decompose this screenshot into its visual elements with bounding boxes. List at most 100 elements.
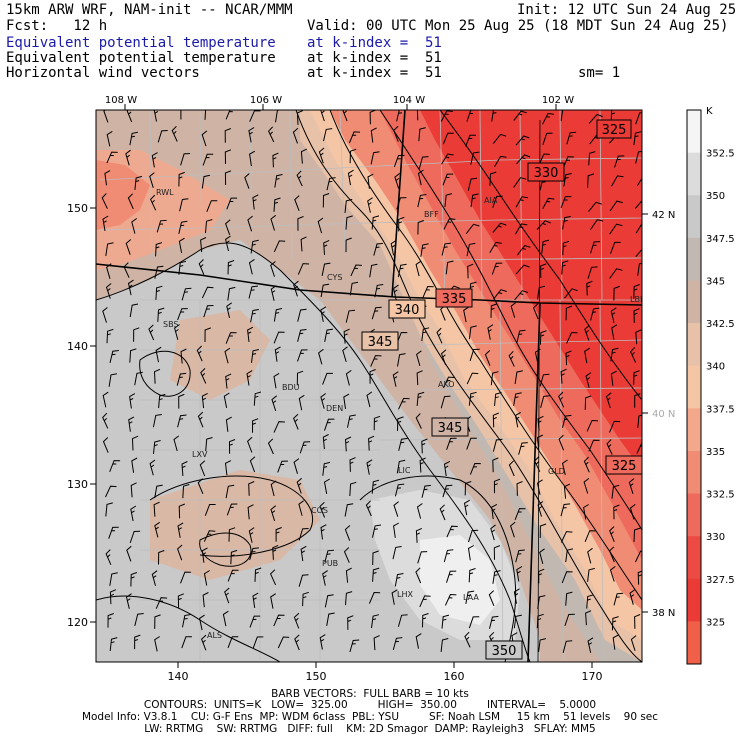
wind-barb xyxy=(491,262,503,275)
wind-barb xyxy=(155,242,163,257)
wind-barb xyxy=(267,438,274,455)
wind-barb xyxy=(394,573,404,587)
lat-label-42n: 42 N xyxy=(652,210,675,221)
wind-barb xyxy=(398,397,410,410)
wind-barb xyxy=(275,527,282,542)
axis-ticks xyxy=(90,104,648,668)
wind-barb xyxy=(611,484,620,499)
wind-barb xyxy=(558,391,565,408)
wind-barb xyxy=(223,392,230,408)
wind-barb xyxy=(344,525,351,541)
wind-barb xyxy=(320,306,327,322)
wind-barb xyxy=(634,393,641,408)
wind-barb xyxy=(369,110,376,125)
lon-label-106w: 106 W xyxy=(250,95,282,106)
wind-barb xyxy=(536,434,544,450)
wind-barb xyxy=(446,570,457,583)
wind-barb xyxy=(539,373,550,387)
wind-barb xyxy=(534,348,541,365)
wind-barb xyxy=(131,457,138,473)
wind-barb xyxy=(587,173,595,188)
wind-barb xyxy=(178,220,188,235)
wind-barb xyxy=(247,436,253,453)
wind-barb xyxy=(179,198,189,212)
wind-barb xyxy=(247,326,254,342)
footer-barb-info: BARB VECTORS: FULL BARB = 10 kts xyxy=(271,688,469,700)
colorbar-tick-label: 330 xyxy=(706,532,725,543)
wind-barb xyxy=(125,593,132,609)
wind-barb xyxy=(323,478,330,494)
wind-barb xyxy=(613,504,620,520)
wind-barb xyxy=(514,508,526,520)
wind-barb xyxy=(293,413,299,430)
wind-barb xyxy=(322,372,333,385)
header-forecast-hour: Fcst: 12 h xyxy=(6,18,108,34)
wind-barb xyxy=(441,614,450,629)
wind-barb xyxy=(178,237,185,254)
wind-barb xyxy=(273,197,281,212)
wind-barb xyxy=(393,154,405,167)
wind-barb xyxy=(636,442,642,454)
wind-barb xyxy=(324,549,334,563)
wind-barb xyxy=(515,135,530,146)
wind-barb xyxy=(630,635,637,651)
wind-barb xyxy=(421,438,428,454)
wind-barb xyxy=(419,457,426,473)
wind-barb xyxy=(324,418,335,431)
wind-barb xyxy=(125,239,132,255)
wind-barb xyxy=(537,595,546,609)
wind-barb xyxy=(345,309,356,323)
wind-barb xyxy=(441,153,454,165)
station-gld: GLD xyxy=(548,467,565,476)
wind-barb xyxy=(463,306,470,323)
wind-barb xyxy=(610,307,617,323)
wind-barb xyxy=(441,242,451,256)
wind-barb xyxy=(565,305,573,321)
wind-barb xyxy=(538,638,547,652)
wind-barb xyxy=(109,637,118,652)
wind-barb xyxy=(134,175,143,190)
wind-barb xyxy=(272,152,279,168)
wind-barb xyxy=(225,219,231,236)
wind-barb xyxy=(318,147,325,164)
wind-barb xyxy=(609,268,623,279)
wind-barb xyxy=(104,170,111,186)
wind-barb xyxy=(464,631,471,648)
wind-barb xyxy=(322,461,331,476)
wind-barb xyxy=(370,127,377,143)
grid-x-170: 170 xyxy=(582,670,603,683)
colorbar-tick-label: 340 xyxy=(706,362,725,373)
wind-barb xyxy=(300,148,308,164)
wind-barb xyxy=(204,327,211,343)
wind-barb xyxy=(633,308,640,323)
colorbar-tick-label: 347.5 xyxy=(706,234,735,245)
wind-barb xyxy=(392,546,402,560)
wind-barb xyxy=(513,614,522,629)
wind-barb xyxy=(224,149,232,165)
wind-barb xyxy=(296,370,304,386)
wind-barb xyxy=(590,241,601,254)
wind-barb xyxy=(443,460,451,477)
wind-barb xyxy=(560,196,572,208)
wind-barb xyxy=(391,589,398,605)
wind-barb xyxy=(492,222,507,233)
wind-barb xyxy=(225,416,232,432)
wind-barb xyxy=(609,546,615,563)
field-2-name: Equivalent potential temperature xyxy=(6,50,276,66)
wind-barb xyxy=(224,347,231,364)
wind-barb xyxy=(369,263,378,278)
wind-barb xyxy=(490,371,499,386)
field-2-level: at k-index = 51 xyxy=(307,50,442,66)
wind-barb xyxy=(248,285,258,299)
wind-barb xyxy=(469,348,480,362)
wind-barb xyxy=(494,392,502,407)
wind-barb xyxy=(323,239,330,255)
wind-barb xyxy=(228,527,236,542)
wind-barb xyxy=(106,130,113,147)
wind-barb xyxy=(249,615,261,628)
lon-label-104w: 104 W xyxy=(393,95,425,106)
wind-barb xyxy=(584,347,591,364)
wind-barb xyxy=(443,549,454,563)
wind-barb xyxy=(156,219,167,233)
wind-barb xyxy=(252,592,259,608)
